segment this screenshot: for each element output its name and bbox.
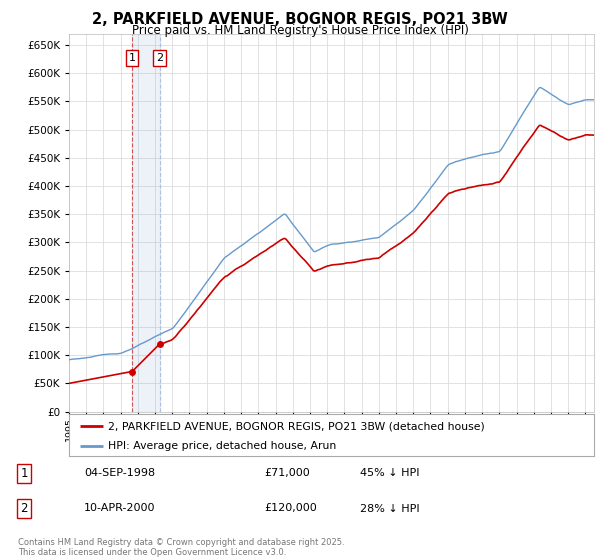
Text: 2: 2	[20, 502, 28, 515]
Text: 45% ↓ HPI: 45% ↓ HPI	[360, 468, 419, 478]
Text: 10-APR-2000: 10-APR-2000	[84, 503, 155, 514]
Text: 04-SEP-1998: 04-SEP-1998	[84, 468, 155, 478]
Text: 28% ↓ HPI: 28% ↓ HPI	[360, 503, 419, 514]
Text: 2, PARKFIELD AVENUE, BOGNOR REGIS, PO21 3BW: 2, PARKFIELD AVENUE, BOGNOR REGIS, PO21 …	[92, 12, 508, 27]
Text: £71,000: £71,000	[264, 468, 310, 478]
Text: £120,000: £120,000	[264, 503, 317, 514]
Text: 2, PARKFIELD AVENUE, BOGNOR REGIS, PO21 3BW (detached house): 2, PARKFIELD AVENUE, BOGNOR REGIS, PO21 …	[109, 421, 485, 431]
Text: HPI: Average price, detached house, Arun: HPI: Average price, detached house, Arun	[109, 441, 337, 451]
Text: 1: 1	[20, 466, 28, 480]
Text: 1: 1	[128, 53, 136, 63]
Text: Contains HM Land Registry data © Crown copyright and database right 2025.
This d: Contains HM Land Registry data © Crown c…	[18, 538, 344, 557]
Bar	[132, 34, 160, 412]
Text: Price paid vs. HM Land Registry's House Price Index (HPI): Price paid vs. HM Land Registry's House …	[131, 24, 469, 36]
Text: 2: 2	[156, 53, 163, 63]
